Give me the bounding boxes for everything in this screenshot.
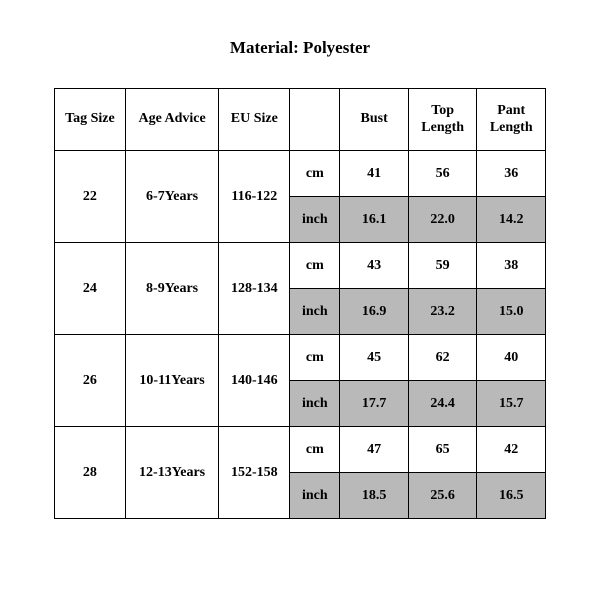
cell-top-inch: 24.4 xyxy=(408,381,477,427)
cell-pant-cm: 42 xyxy=(477,427,546,473)
cell-pant-cm: 38 xyxy=(477,243,546,289)
cell-bust-inch: 17.7 xyxy=(340,381,409,427)
cell-eu-size: 116-122 xyxy=(219,151,290,243)
cell-tag-size: 28 xyxy=(55,427,126,519)
page: Material: Polyester Tag Size Age Advice … xyxy=(0,0,600,600)
cell-top-cm: 56 xyxy=(408,151,477,197)
cell-unit-inch: inch xyxy=(290,381,340,427)
cell-bust-inch: 18.5 xyxy=(340,473,409,519)
table-header-row: Tag Size Age Advice EU Size Bust Top Len… xyxy=(55,89,546,151)
cell-age-advice: 10-11Years xyxy=(125,335,219,427)
page-title: Material: Polyester xyxy=(54,38,546,58)
cell-bust-inch: 16.1 xyxy=(340,197,409,243)
cell-top-cm: 62 xyxy=(408,335,477,381)
col-top-length: Top Length xyxy=(408,89,477,151)
table-row: 22 6-7Years 116-122 cm 41 56 36 xyxy=(55,151,546,197)
cell-age-advice: 12-13Years xyxy=(125,427,219,519)
cell-unit-inch: inch xyxy=(290,197,340,243)
cell-bust-cm: 45 xyxy=(340,335,409,381)
cell-unit-cm: cm xyxy=(290,151,340,197)
col-age-advice: Age Advice xyxy=(125,89,219,151)
cell-tag-size: 24 xyxy=(55,243,126,335)
cell-bust-cm: 47 xyxy=(340,427,409,473)
cell-pant-inch: 15.0 xyxy=(477,289,546,335)
cell-pant-cm: 36 xyxy=(477,151,546,197)
cell-bust-cm: 41 xyxy=(340,151,409,197)
cell-eu-size: 128-134 xyxy=(219,243,290,335)
cell-unit-cm: cm xyxy=(290,335,340,381)
cell-eu-size: 152-158 xyxy=(219,427,290,519)
cell-pant-inch: 16.5 xyxy=(477,473,546,519)
cell-bust-cm: 43 xyxy=(340,243,409,289)
cell-pant-inch: 14.2 xyxy=(477,197,546,243)
cell-eu-size: 140-146 xyxy=(219,335,290,427)
table-row: 26 10-11Years 140-146 cm 45 62 40 xyxy=(55,335,546,381)
col-unit xyxy=(290,89,340,151)
table-row: 28 12-13Years 152-158 cm 47 65 42 xyxy=(55,427,546,473)
cell-pant-inch: 15.7 xyxy=(477,381,546,427)
cell-top-inch: 25.6 xyxy=(408,473,477,519)
cell-bust-inch: 16.9 xyxy=(340,289,409,335)
col-tag-size: Tag Size xyxy=(55,89,126,151)
cell-age-advice: 6-7Years xyxy=(125,151,219,243)
cell-top-inch: 22.0 xyxy=(408,197,477,243)
cell-top-cm: 59 xyxy=(408,243,477,289)
col-eu-size: EU Size xyxy=(219,89,290,151)
col-bust: Bust xyxy=(340,89,409,151)
cell-unit-cm: cm xyxy=(290,427,340,473)
cell-age-advice: 8-9Years xyxy=(125,243,219,335)
cell-top-inch: 23.2 xyxy=(408,289,477,335)
cell-unit-cm: cm xyxy=(290,243,340,289)
cell-tag-size: 22 xyxy=(55,151,126,243)
cell-tag-size: 26 xyxy=(55,335,126,427)
col-pant-length: Pant Length xyxy=(477,89,546,151)
size-table: Tag Size Age Advice EU Size Bust Top Len… xyxy=(54,88,546,519)
cell-unit-inch: inch xyxy=(290,289,340,335)
cell-top-cm: 65 xyxy=(408,427,477,473)
cell-unit-inch: inch xyxy=(290,473,340,519)
cell-pant-cm: 40 xyxy=(477,335,546,381)
table-row: 24 8-9Years 128-134 cm 43 59 38 xyxy=(55,243,546,289)
